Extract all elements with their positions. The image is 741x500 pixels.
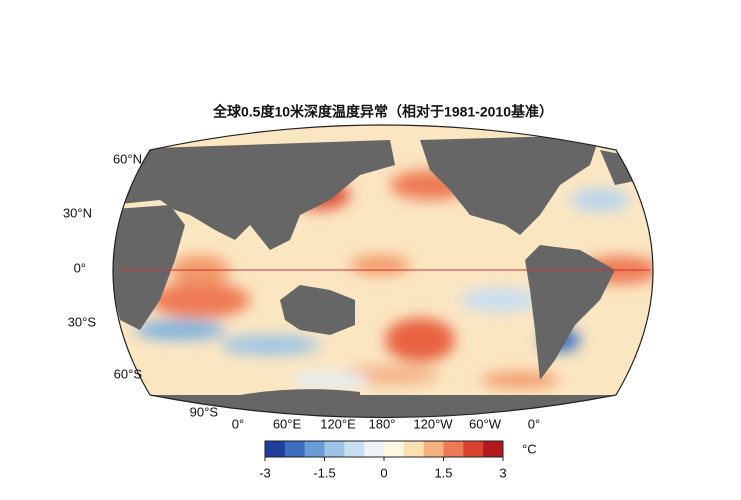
map-title: 全球0.5度10米深度温度异常（相对于1981-2010基准） [212, 104, 553, 120]
colorbar-segment [304, 441, 325, 457]
colorbar-segment [423, 441, 444, 457]
colorbar-segment [443, 441, 464, 457]
lat-label: 60°N [113, 151, 142, 166]
colorbar-tick-label: -3 [259, 465, 271, 480]
map-frame [112, 124, 654, 419]
colorbar-segment [344, 441, 365, 457]
colorbar-segment [384, 441, 405, 457]
map-body [113, 125, 653, 418]
lat-label: 30°S [68, 314, 97, 329]
colorbar-segment [483, 441, 504, 457]
colorbar-segment [284, 441, 306, 457]
lat-label: 60°S [114, 366, 143, 381]
colorbar-segment [324, 441, 345, 457]
lon-label: 120°W [413, 416, 453, 431]
colorbar-tick-label: 3 [499, 465, 506, 480]
lon-label: 0° [528, 416, 540, 431]
lon-label: 60°E [273, 416, 302, 431]
colorbar-segment [265, 441, 286, 457]
lat-label: 0° [74, 260, 86, 275]
colorbar-tick-label: 0 [380, 465, 387, 480]
colorbar-unit: °C [522, 441, 537, 456]
colorbar-segment [364, 441, 385, 457]
lon-label: 180° [369, 416, 396, 431]
lon-label: 60°W [469, 416, 502, 431]
colorbar-tick-label: -1.5 [313, 465, 335, 480]
colorbar: -3 -1.5 0 1.5 3 [259, 440, 507, 480]
lon-label: 0° [232, 416, 244, 431]
lon-label: 120°E [320, 416, 356, 431]
lat-label: 90°S [190, 404, 219, 419]
colorbar-tick-label: 1.5 [434, 465, 452, 480]
lat-label: 30°N [63, 205, 92, 220]
colorbar-segment [463, 441, 484, 457]
colorbar-segment [403, 441, 425, 457]
